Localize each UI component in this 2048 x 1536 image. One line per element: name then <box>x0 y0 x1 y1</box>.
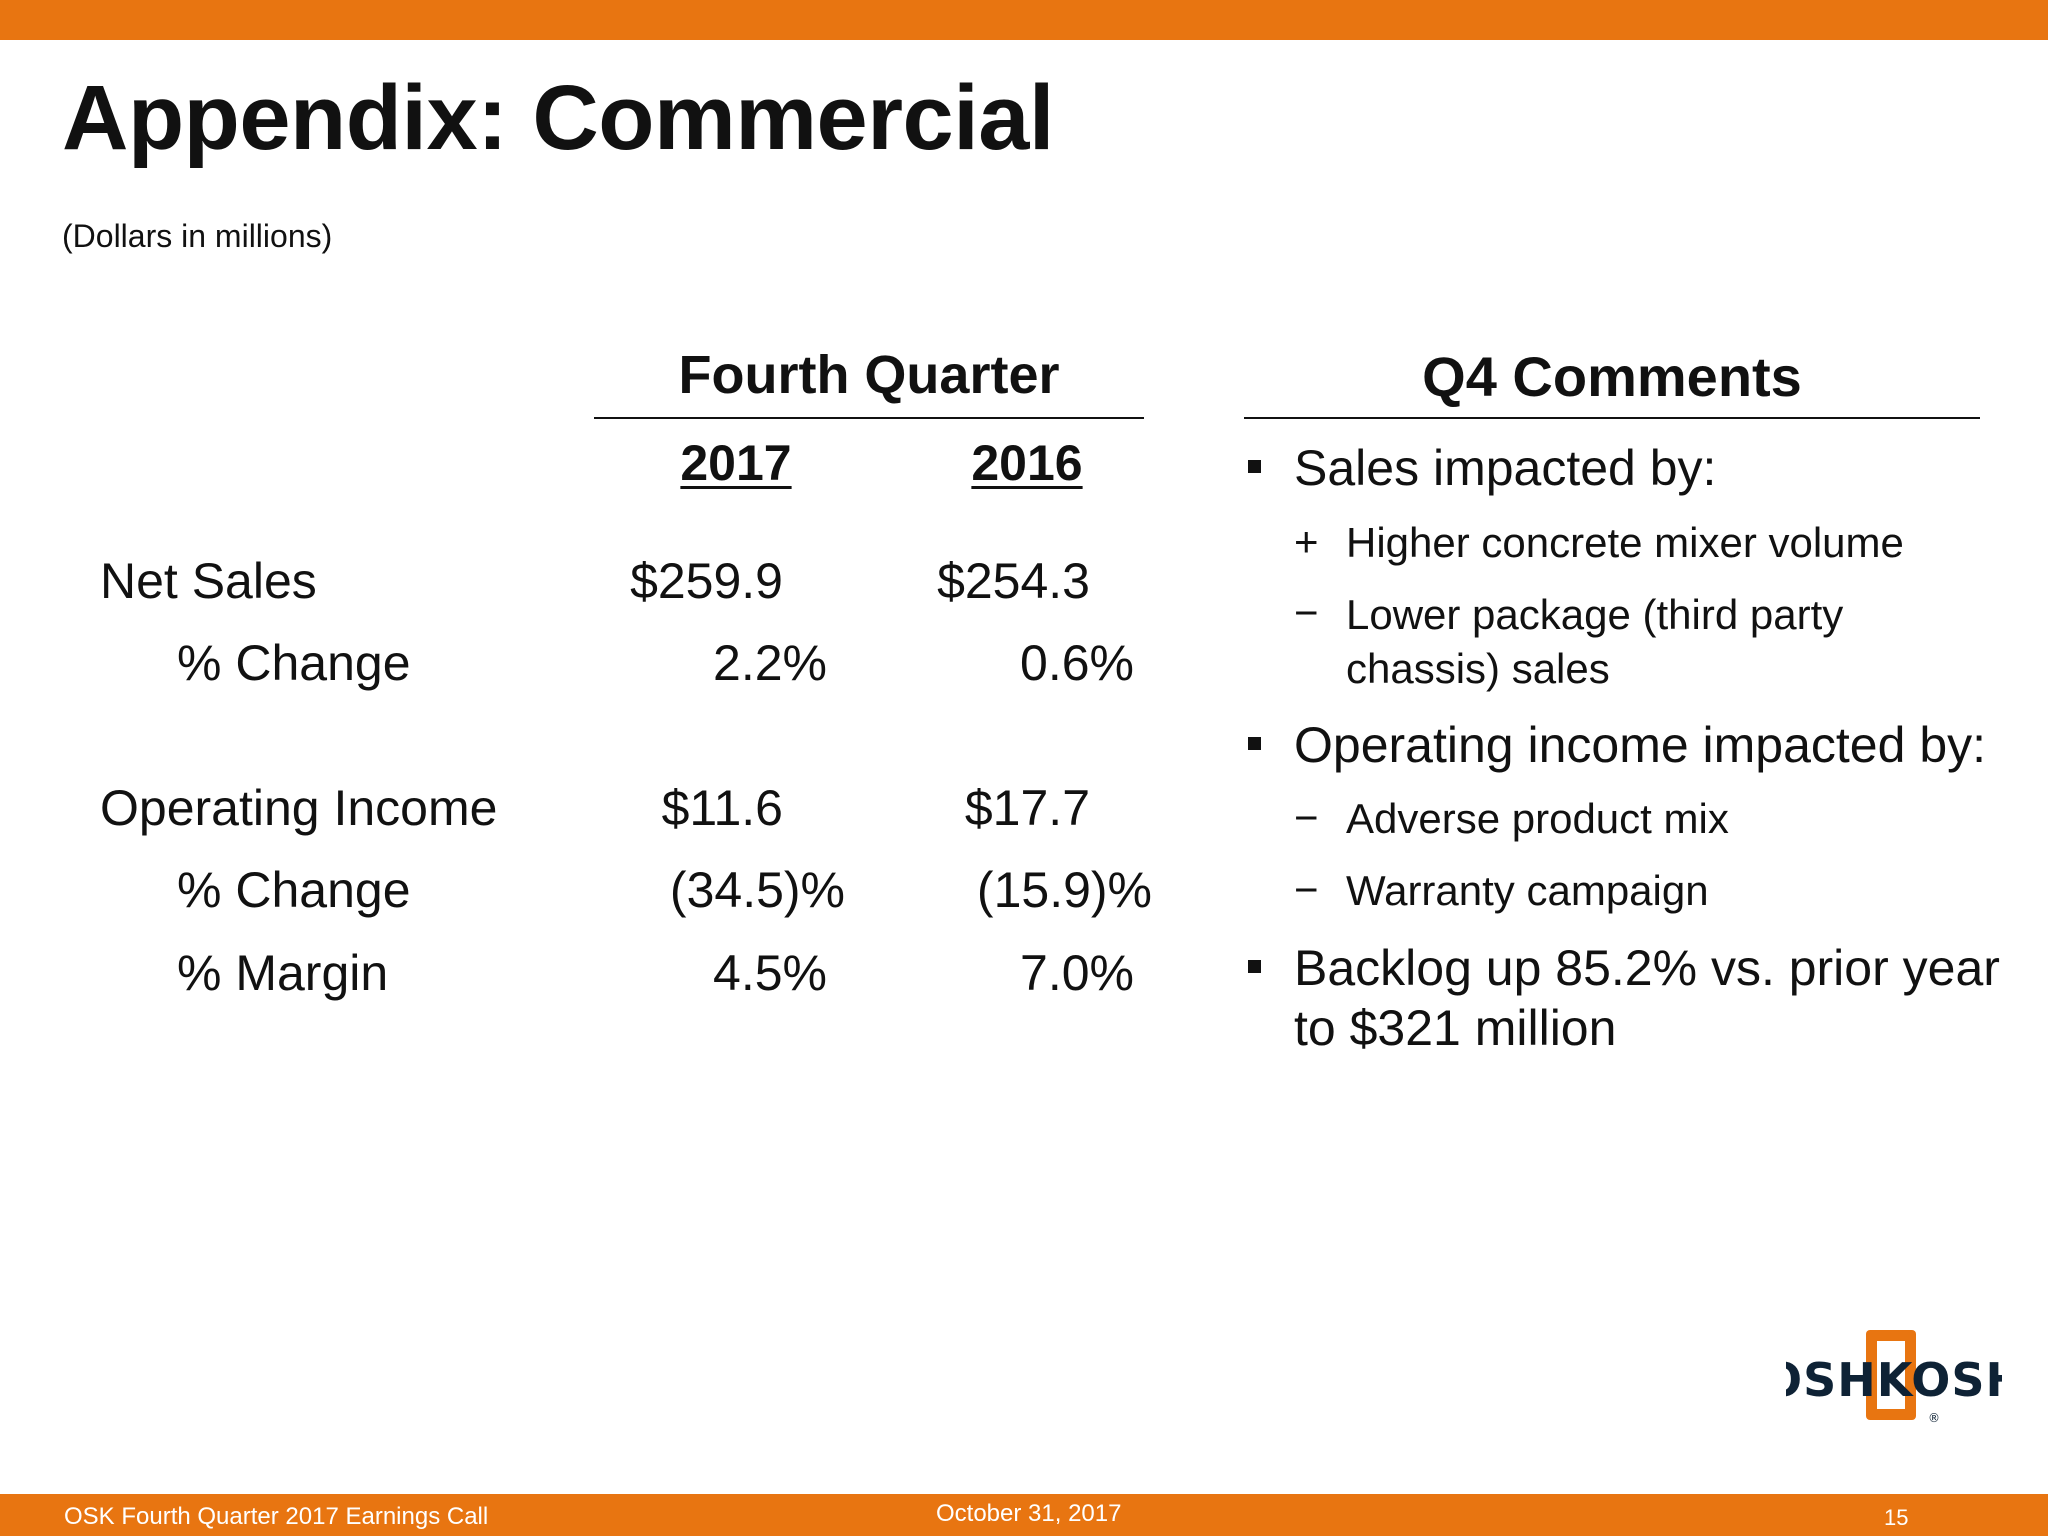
value-2016: (15.9)% <box>976 862 1152 918</box>
footer-event: OSK Fourth Quarter 2017 Earnings Call <box>64 1503 489 1530</box>
bullet-square <box>1248 460 1261 473</box>
row-label: % Margin <box>177 945 389 1001</box>
value-2016: 0.6% <box>1020 635 1134 691</box>
footer-date: October 31, 2017 <box>936 1500 1122 1527</box>
bullet-text: Operating income impacted by: <box>1294 717 1987 773</box>
slide-subtitle: (Dollars in millions) <box>62 218 333 254</box>
value-2016: 7.0% <box>1020 945 1134 1001</box>
sub-bullet-text: Higher concrete mixer volume <box>1346 519 1904 566</box>
row-label: % Change <box>177 862 411 918</box>
value-2016: $17.7 <box>964 780 1090 836</box>
page-number: 15 <box>1884 1505 1909 1530</box>
value-2017: $11.6 <box>661 780 783 836</box>
sub-bullet-text: Adverse product mix <box>1346 795 1729 842</box>
table-header: Fourth Quarter <box>678 345 1060 405</box>
slide-title: Appendix: Commercial <box>62 67 1054 169</box>
value-2017: $259.9 <box>630 553 783 609</box>
row-label: Net Sales <box>100 553 317 609</box>
minus-marker: − <box>1294 866 1319 913</box>
bullet-text: to $321 million <box>1294 1000 1617 1056</box>
top-accent-bar <box>0 0 2048 40</box>
plus-marker: + <box>1294 518 1319 565</box>
bullet-text: Backlog up 85.2% vs. prior year <box>1294 940 2000 996</box>
value-2017: (34.5)% <box>669 862 845 918</box>
footer-bar <box>0 1494 2048 1536</box>
minus-marker: − <box>1294 794 1319 841</box>
sub-bullet-text: Lower package (third party <box>1346 591 1844 638</box>
sub-bullet-text: chassis) sales <box>1346 645 1610 692</box>
bullet-square <box>1248 737 1261 750</box>
minus-marker: − <box>1294 589 1319 636</box>
table-header-rule <box>594 417 1144 419</box>
sub-bullet-text: Warranty campaign <box>1346 867 1709 914</box>
row-label: Operating Income <box>100 780 498 836</box>
bullet-text: Sales impacted by: <box>1294 440 1717 496</box>
row-label: % Change <box>177 635 411 691</box>
year-header-2017: 2017 <box>680 435 792 491</box>
comments-header: Q4 Comments <box>1422 345 1802 408</box>
registered-mark: ® <box>1928 1411 1940 1424</box>
oshkosh-logo: OSHKOSH ® <box>1763 1328 2024 1425</box>
value-2017: 4.5% <box>713 945 827 1001</box>
value-2017: 2.2% <box>713 635 827 691</box>
value-2016: $254.3 <box>937 553 1090 609</box>
comments-header-rule <box>1244 417 1980 419</box>
year-header-2016: 2016 <box>971 435 1083 491</box>
logo-wordmark: OSHKOSH <box>1786 1353 2002 1407</box>
bullet-square <box>1248 960 1261 973</box>
